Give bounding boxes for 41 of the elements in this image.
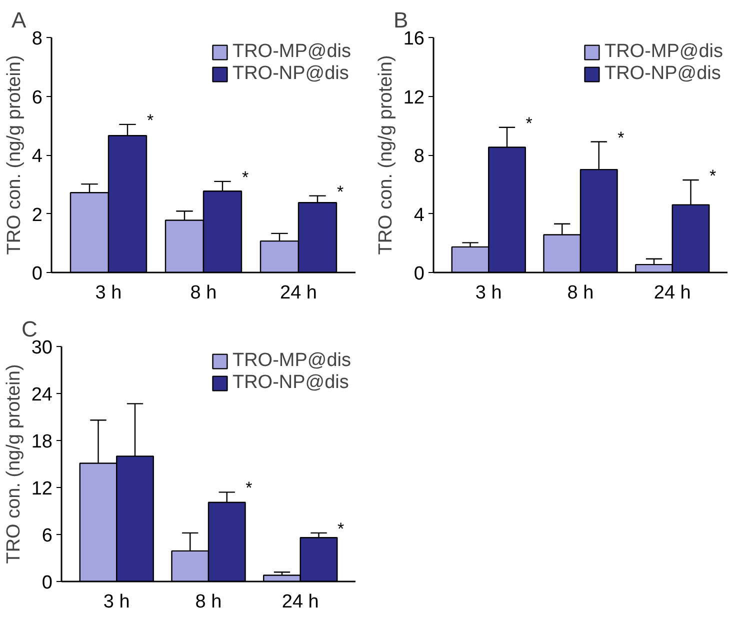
x-tick-label: 8 h (567, 282, 594, 304)
x-tick-label: 24 h (282, 592, 319, 612)
data-label: * (336, 182, 344, 202)
y-tick-label: 8 (32, 28, 43, 50)
x-tick-label: 3 h (95, 282, 122, 304)
y-axis-title: TRO con. (ng/g protein) (375, 55, 396, 255)
x-tick-label: 24 h (654, 282, 691, 304)
y-tick-label: 12 (31, 478, 53, 500)
data-label: * (146, 110, 154, 130)
y-tick-label: 2 (32, 204, 43, 226)
y-tick-label: 4 (414, 204, 425, 226)
x-tick-label: 8 h (190, 282, 217, 304)
data-label: * (709, 166, 716, 186)
y-axis-title: TRO con. (ng/g protein) (3, 364, 24, 564)
legend-label: TRO-NP@dis (232, 63, 349, 85)
x-tick-label: 3 h (475, 282, 502, 304)
data-label: * (526, 114, 533, 133)
legend-label: TRO-MP@dis (232, 350, 351, 372)
y-tick-label: 6 (42, 526, 53, 546)
y-tick-label: 6 (32, 87, 43, 108)
legend-label: TRO-NP@dis (604, 63, 721, 85)
chart-title: A (12, 8, 26, 32)
data-label: * (246, 478, 253, 498)
y-tick-label: 0 (32, 264, 43, 284)
legend-label: TRO-MP@dis (604, 41, 723, 63)
y-tick-label: 0 (414, 264, 425, 284)
legend-label: TRO-NP@dis (232, 372, 349, 394)
y-tick-label: 8 (414, 146, 425, 167)
x-tick-label: 8 h (195, 592, 222, 612)
data-label: * (618, 128, 625, 148)
legend-label: TRO-MP@dis (232, 41, 351, 63)
y-tick-label: 4 (32, 146, 43, 167)
y-tick-label: 24 (31, 384, 53, 406)
data-label: * (242, 168, 249, 187)
y-tick-label: 12 (403, 87, 425, 108)
y-tick-label: 0 (42, 572, 53, 594)
y-tick-label: 18 (31, 432, 53, 452)
x-tick-label: 24 h (280, 282, 317, 304)
x-tick-label: 3 h (103, 592, 130, 612)
data-label: * (337, 519, 344, 538)
y-axis-title: TRO con. (ng/g protein) (4, 55, 25, 255)
